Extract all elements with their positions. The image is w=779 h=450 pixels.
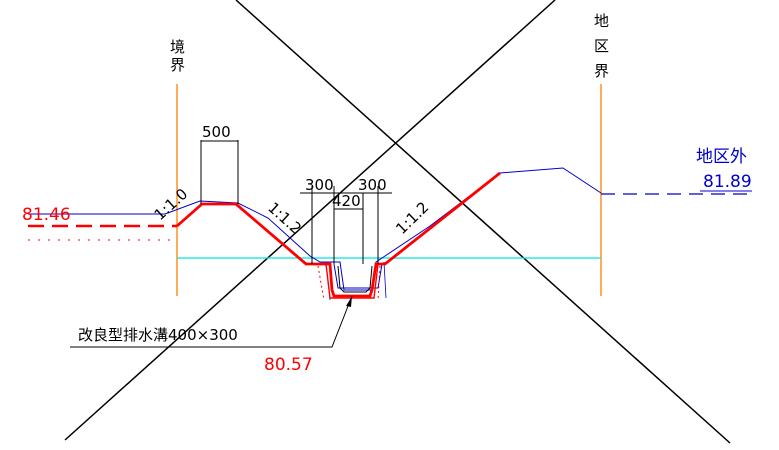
cross-line-a [236,0,730,443]
left-boundary-char-2: 界 [170,56,185,74]
right-boundary-char-3: 界 [594,62,609,80]
right-boundary-label: 地 区 界 [594,12,609,80]
outside-district-label: 地区外 [696,147,747,167]
dim-300-right-text: 300 [358,176,387,194]
left-boundary-char-1: 境 [170,38,185,56]
left-boundary-label: 境 界 [170,38,185,74]
drain-elevation-text: 80.57 [264,355,313,375]
existing-drain-tick-r [384,262,386,298]
dim-500-text: 500 [202,123,231,141]
drain-type-label: 改良型排水溝400×300 [78,326,238,344]
elevation-left-text: 81.46 [22,205,71,225]
dim-420-text: 420 [332,192,361,210]
elevation-right-text: 81.89 [703,172,752,192]
drain-dotted-l [318,266,324,300]
right-boundary-char-1: 地 [594,12,609,30]
dim-300-left-text: 300 [305,176,334,194]
right-boundary-char-2: 区 [594,37,609,55]
